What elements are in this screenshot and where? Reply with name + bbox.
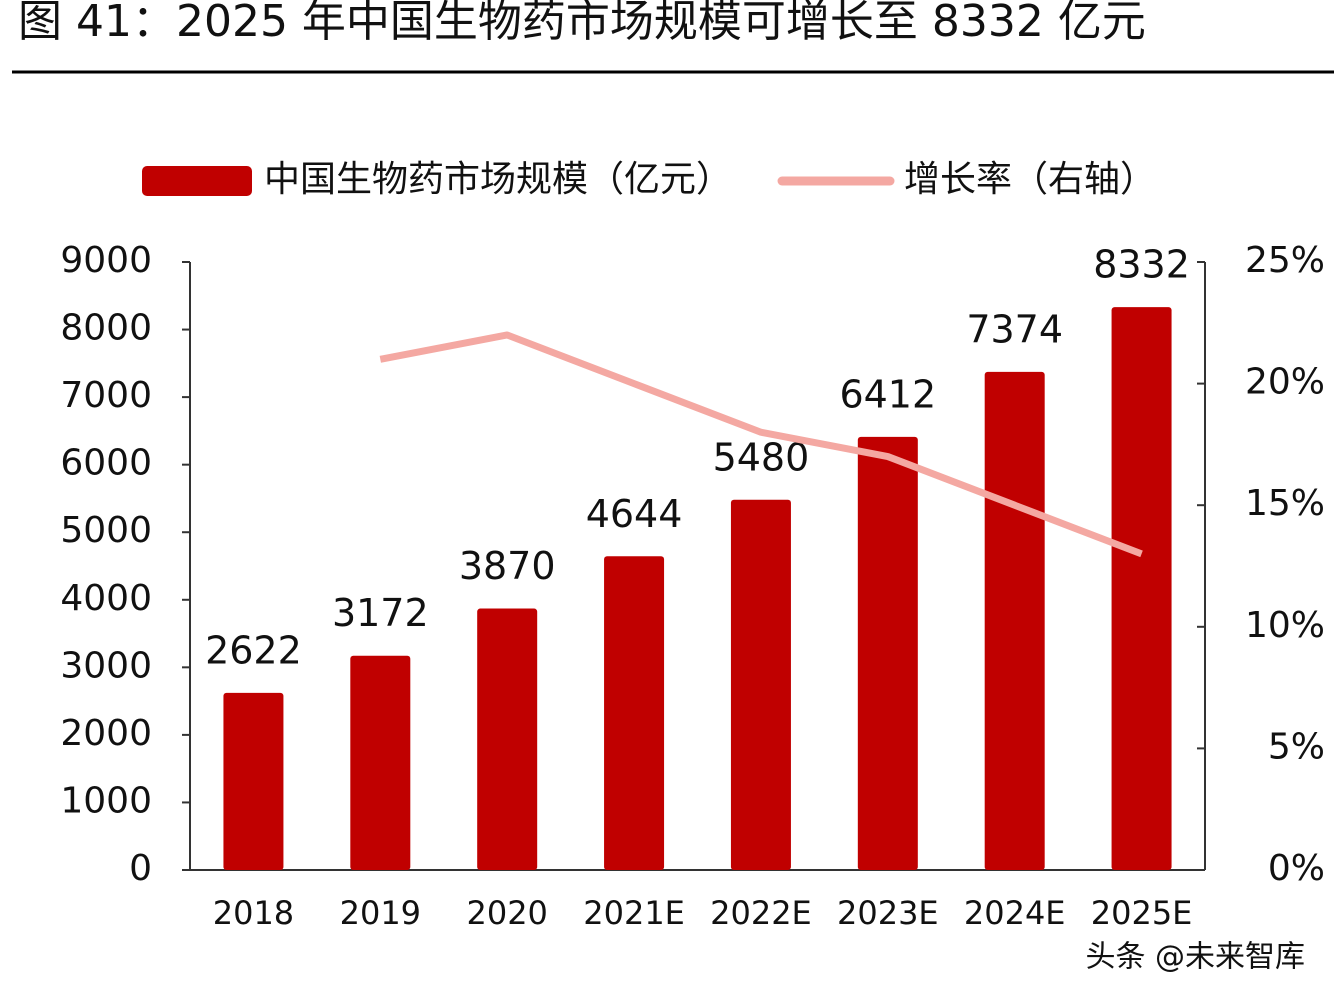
value-label: 3172 — [332, 591, 429, 635]
bar — [223, 692, 284, 870]
y2-tick-label: 20% — [1245, 362, 1325, 403]
chart-title: 图 41：2025 年中国生物药市场规模可增长至 8332 亿元 — [18, 0, 1146, 47]
bar — [1111, 307, 1172, 871]
value-label: 5480 — [713, 435, 810, 479]
watermark: 头条 @未来智库 — [1085, 940, 1305, 975]
y-tick-label: 8000 — [60, 308, 152, 349]
legend-swatch — [142, 166, 252, 196]
x-tick-label: 2019 — [340, 894, 421, 932]
bar — [730, 499, 791, 870]
y2-tick-label: 25% — [1245, 240, 1325, 281]
x-tick-label: 2022E — [710, 894, 812, 932]
y2-tick-label: 0% — [1268, 848, 1325, 889]
y-tick-label: 2000 — [60, 713, 152, 754]
y2-tick-label: 15% — [1245, 483, 1325, 524]
y-tick-label: 3000 — [60, 645, 152, 686]
x-tick-label: 2018 — [213, 894, 294, 932]
bar — [857, 436, 918, 870]
y-tick-label: 7000 — [60, 375, 152, 416]
bar — [604, 556, 665, 870]
x-tick-label: 2023E — [837, 894, 939, 932]
y2-tick-label: 5% — [1268, 726, 1325, 767]
bar — [984, 371, 1045, 870]
x-tick-label: 2020 — [466, 894, 547, 932]
bar — [350, 655, 411, 870]
x-tick-label: 2024E — [964, 894, 1066, 932]
y2-tick-label: 10% — [1245, 605, 1325, 646]
value-label: 4644 — [586, 492, 683, 536]
legend-label: 增长率（右轴） — [904, 159, 1156, 200]
bar — [477, 608, 538, 870]
value-label: 3870 — [459, 544, 556, 588]
y-tick-label: 5000 — [60, 510, 152, 551]
y-tick-label: 1000 — [60, 780, 152, 821]
y-tick-label: 4000 — [60, 578, 152, 619]
y-tick-label: 9000 — [60, 240, 152, 281]
value-label: 8332 — [1093, 243, 1190, 287]
value-label: 7374 — [966, 307, 1063, 351]
value-label: 6412 — [839, 372, 936, 416]
value-label: 2622 — [205, 628, 302, 672]
x-tick-label: 2025E — [1091, 894, 1193, 932]
legend-label: 中国生物药市场规模（亿元） — [264, 159, 732, 200]
line — [379, 331, 1143, 558]
y-tick-label: 0 — [129, 848, 152, 889]
x-tick-label: 2021E — [583, 894, 685, 932]
y-tick-label: 6000 — [60, 443, 152, 484]
